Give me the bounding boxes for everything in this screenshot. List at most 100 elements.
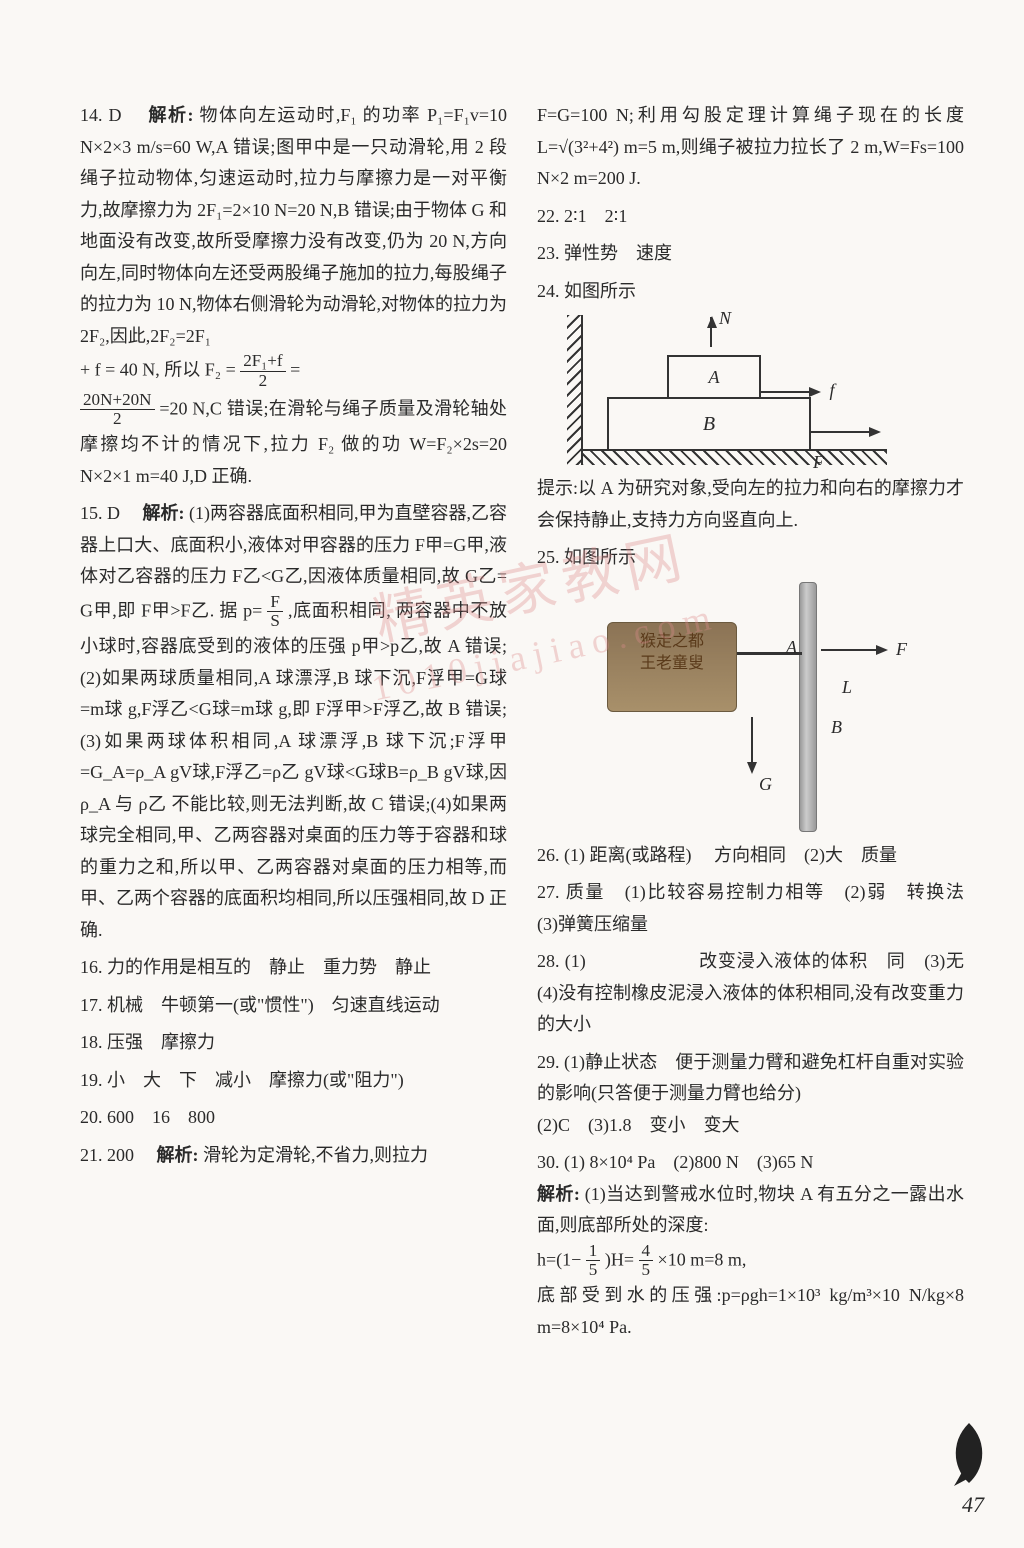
q21-num: 21. (80, 1145, 103, 1165)
q15-body3: ,底面积相同, (288, 600, 391, 620)
label-n: N (719, 303, 731, 335)
q20-text: 600 16 800 (107, 1107, 215, 1127)
q29-num: 29. (537, 1052, 560, 1072)
q30-frac2: 4 5 (639, 1242, 654, 1281)
q26-num: 26. (537, 845, 560, 865)
q18: 18. 压强 摩擦力 (80, 1027, 507, 1059)
q27: 27. 质量 (1)比较容易控制力相等 (2)弱 转换法 (3)弹簧压缩量 (537, 877, 964, 940)
dolphin-icon (944, 1418, 994, 1488)
q14-frac1: 2F₁+f 2 (240, 352, 285, 391)
q15-answer: D (107, 503, 120, 523)
q30-line1: (1) 8×10⁴ Pa (2)800 N (3)65 N (564, 1152, 813, 1172)
q29: 29. (1)静止状态 便于测量力臂和避免杠杆自重对实验的影响(只答便于测量力臂… (537, 1047, 964, 1142)
q17: 17. 机械 牛顿第一(或"惯性") 匀速直线运动 (80, 990, 507, 1022)
q25: 25. 如图所示 猴走之都 王老童叟 A F L (537, 542, 964, 832)
label-f2: F (896, 639, 907, 659)
q30-num: 30. (537, 1152, 560, 1172)
q30-eq1b: )H= (605, 1249, 634, 1269)
q30-eq1a: h=(1− (537, 1249, 581, 1269)
q17-text: 机械 牛顿第一(或"惯性") 匀速直线运动 (107, 995, 440, 1015)
q28-num: 28. (537, 951, 560, 971)
page-number: 47 (962, 1492, 984, 1518)
q30-eq1c: ×10 m=8 m, (658, 1249, 747, 1269)
q27-text: 质量 (1)比较容易控制力相等 (2)弱 转换法 (3)弹簧压缩量 (537, 882, 982, 934)
q20-num: 20. (80, 1107, 103, 1127)
q14-line2a: + f = 40 N, 所以 F₂ = (80, 359, 236, 379)
left-column: 14. D 解析: 物体向左运动时,F₁ 的功率 P₁=F₁v=10 N×2×3… (80, 100, 507, 1349)
q29-text2: (2)C (3)1.8 变小 变大 (537, 1115, 739, 1135)
q14-answer: D (109, 105, 122, 125)
block-l2: 王老童叟 (616, 653, 728, 675)
q16-num: 16. (80, 957, 103, 977)
q30-body: (1)当达到警戒水位时,物块 A 有五分之一露出水面,则底部所处的深度: (537, 1184, 964, 1236)
q30-eq2: 底部受到水的压强:p=ρgh=1×10³ kg/m³×10 N/kg×8 m=8… (537, 1285, 964, 1337)
label-force: F (813, 452, 824, 472)
left-block: 猴走之都 王老童叟 (607, 622, 737, 712)
q21-text: 滑轮为定滑轮,不省力,则拉力 (203, 1145, 428, 1165)
page-two-column: 14. D 解析: 物体向左运动时,F₁ 的功率 P₁=F₁v=10 N×2×3… (0, 0, 1024, 1389)
q17-num: 17. (80, 995, 103, 1015)
q25-diagram: 猴走之都 王老童叟 A F L B (557, 582, 897, 832)
q26-text: (1) 距离(或路程) 方向相同 (2)大 质量 (564, 845, 897, 865)
box-a: A (667, 355, 761, 399)
q24-num: 24. (537, 281, 560, 301)
label-l: L (842, 672, 852, 704)
dolphin-svg (944, 1418, 994, 1488)
q24: 24. 如图所示 B A N f (537, 276, 964, 537)
arrow-f2: F (821, 634, 908, 666)
q24-diagram: B A N f F (567, 315, 887, 465)
q19: 19. 小 大 下 减小 摩擦力(或"阻力") (80, 1065, 507, 1097)
arrow-f: f (759, 375, 835, 407)
q14-body: 物体向左运动时,F₁ 的功率 P₁=F₁v=10 N×2×3 m/s=60 W,… (80, 105, 507, 346)
q15-num: 15. (80, 503, 103, 523)
q23-num: 23. (537, 243, 560, 263)
q30: 30. (1) 8×10⁴ Pa (2)800 N (3)65 N 解析: (1… (537, 1147, 964, 1343)
q16: 16. 力的作用是相互的 静止 重力势 静止 (80, 952, 507, 984)
q21-ans: 200 (107, 1145, 134, 1165)
q14-num: 14. (80, 105, 103, 125)
q19-num: 19. (80, 1070, 103, 1090)
q25-num: 25. (537, 547, 560, 567)
q27-num: 27. (537, 882, 560, 902)
q22-text: 2∶1 2∶1 (564, 206, 627, 226)
q21: 21. 200 解析: 滑轮为定滑轮,不省力,则拉力 (80, 1140, 507, 1172)
arrow-n: N (707, 307, 717, 339)
label-g: G (759, 769, 772, 801)
q21-cont: F=G=100 N;利用勾股定理计算绳子现在的长度 L=√(3²+4²) m=5… (537, 100, 964, 195)
q15-frac: F S (267, 593, 283, 632)
vertical-pole (799, 582, 817, 832)
q15: 15. D 解析: (1)两容器底面积相同,甲为直壁容器,乙容器上口大、底面积小… (80, 498, 507, 946)
q22: 22. 2∶1 2∶1 (537, 201, 964, 233)
q19-text: 小 大 下 减小 摩擦力(或"阻力") (107, 1070, 404, 1090)
q15-body4: 两容器中不放小球时,容器底受到的液体的压强 p甲>p乙,故 A 错误;(2)如果… (80, 600, 507, 940)
q18-num: 18. (80, 1032, 103, 1052)
q14-frac2: 20N+20N 2 (80, 391, 155, 430)
q14: 14. D 解析: 物体向左运动时,F₁ 的功率 P₁=F₁v=10 N×2×3… (80, 100, 507, 492)
q23: 23. 弹性势 速度 (537, 238, 964, 270)
q15-body2: G甲,即 F甲>F乙. 据 p= (80, 600, 262, 620)
q20: 20. 600 16 800 (80, 1102, 507, 1134)
q24-text: 如图所示 (564, 281, 636, 301)
q25-text: 如图所示 (564, 547, 636, 567)
q21-label: 解析: (157, 1145, 199, 1165)
q29-text1: (1)静止状态 便于测量力臂和避免杠杆自重对实验的影响(只答便于测量力臂也给分) (537, 1052, 964, 1104)
q30-label: 解析: (537, 1184, 580, 1204)
q28-text: (1) 改变浸入液体的体积 同 (3)无 (4)没有控制橡皮泥浸入液体的体积相同… (537, 951, 982, 1034)
block-l1: 猴走之都 (616, 631, 728, 653)
q30-frac1: 1 5 (586, 1242, 601, 1281)
q23-text: 弹性势 速度 (564, 243, 672, 263)
label-f: f (830, 380, 835, 400)
q26: 26. (1) 距离(或路程) 方向相同 (2)大 质量 (537, 840, 964, 872)
q18-text: 压强 摩擦力 (107, 1032, 215, 1052)
q21-cont-text: F=G=100 N;利用勾股定理计算绳子现在的长度 L=√(3²+4²) m=5… (537, 105, 964, 188)
arrow-force: F (809, 415, 887, 478)
q22-num: 22. (537, 206, 560, 226)
q16-text: 力的作用是相互的 静止 重力势 静止 (107, 957, 431, 977)
q15-label: 解析: (143, 503, 185, 523)
wall-hatch (567, 315, 583, 465)
right-column: F=G=100 N;利用勾股定理计算绳子现在的长度 L=√(3²+4²) m=5… (537, 100, 964, 1349)
q28: 28. (1) 改变浸入液体的体积 同 (3)无 (4)没有控制橡皮泥浸入液体的… (537, 946, 964, 1041)
q14-eq: = (290, 359, 300, 379)
q24-hint: 提示:以 A 为研究对象,受向左的拉力和向右的摩擦力才会保持静止,支持力方向竖直… (537, 478, 964, 530)
label-a: A (786, 632, 797, 664)
